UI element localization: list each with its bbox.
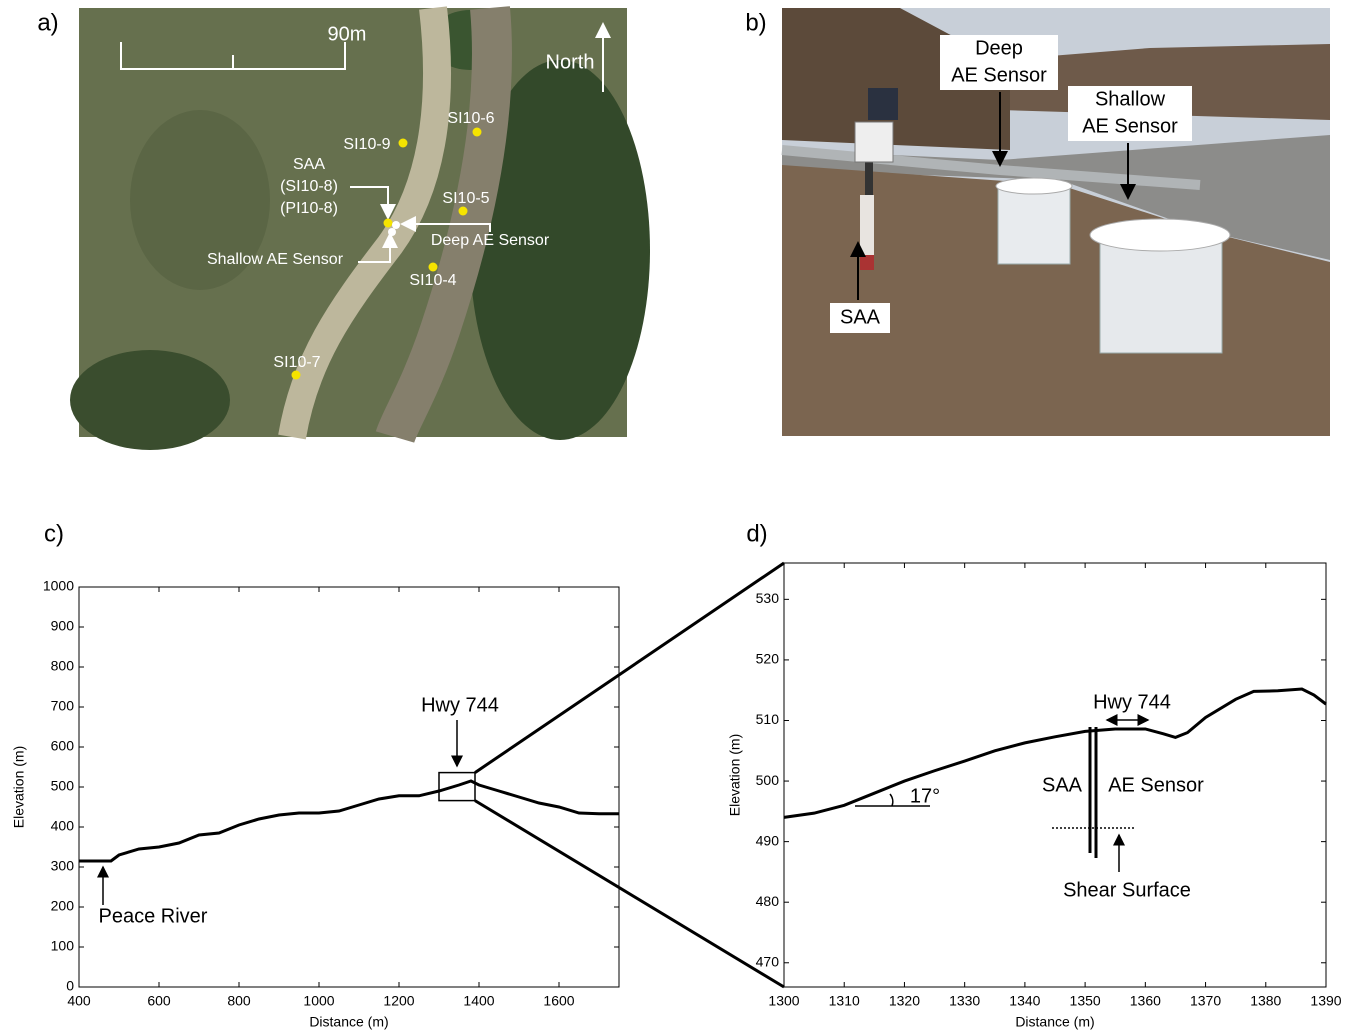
y-tick-label: 530 xyxy=(756,590,780,606)
deep-label: AE Sensor xyxy=(951,64,1047,86)
body: 90m North Shallow AE Sensor Deep AE Sens… xyxy=(0,0,1348,1036)
saa-box xyxy=(855,122,893,162)
map-point xyxy=(429,263,438,272)
panel-label: c) xyxy=(44,520,64,547)
page: {"panel_labels": ["a)", "b)", "c)", "d)"… xyxy=(0,0,1348,1036)
saa-pipe-band xyxy=(860,255,874,270)
y-tick-label: 500 xyxy=(756,772,780,788)
x-tick-label: 1350 xyxy=(1070,993,1101,1009)
y-tick-label: 520 xyxy=(756,651,780,667)
x-axis-title: Distance (m) xyxy=(309,1014,388,1030)
y-tick-label: 800 xyxy=(51,658,75,674)
scale-label: 90m xyxy=(328,23,367,45)
deep-sensor-lid xyxy=(996,178,1072,194)
x-tick-label: 800 xyxy=(227,993,251,1009)
y-tick-label: 600 xyxy=(51,738,75,754)
vegetation xyxy=(70,350,230,450)
annotation: Shear Surface xyxy=(1063,879,1191,901)
y-tick-label: 1000 xyxy=(43,578,74,594)
x-axis-title: Distance (m) xyxy=(1015,1014,1094,1030)
y-tick-label: 200 xyxy=(51,898,75,914)
x-tick-label: 1370 xyxy=(1190,993,1221,1009)
map-point xyxy=(399,139,408,148)
map-point xyxy=(459,207,468,216)
map-point-label: SI10-6 xyxy=(447,110,494,127)
y-tick-label: 470 xyxy=(756,953,780,969)
x-tick-label: 1200 xyxy=(383,993,414,1009)
data-line xyxy=(784,689,1326,817)
shallow-sensor xyxy=(1100,235,1222,353)
x-tick-label: 1600 xyxy=(543,993,574,1009)
y-tick-label: 100 xyxy=(51,938,75,954)
shallow-sensor-lid xyxy=(1090,219,1230,251)
panel-label: b) xyxy=(745,9,766,36)
y-tick-label: 480 xyxy=(756,893,780,909)
deep-label: Deep AE Sensor xyxy=(431,232,550,249)
shallow-label: AE Sensor xyxy=(1082,115,1178,137)
solar-panel xyxy=(868,88,898,120)
y-tick-label: 900 xyxy=(51,618,75,634)
annotation: AE Sensor xyxy=(1108,774,1204,796)
data-line xyxy=(79,781,619,861)
map-point-label: SI10-5 xyxy=(442,190,489,207)
x-tick-label: 600 xyxy=(147,993,171,1009)
y-axis-title: Elevation (m) xyxy=(727,734,743,816)
y-tick-label: 400 xyxy=(51,818,75,834)
y-tick-label: 0 xyxy=(66,978,74,994)
panel-label: a) xyxy=(37,9,58,36)
shallow-point xyxy=(388,228,396,236)
saa-point xyxy=(384,219,393,228)
shallow-label: Shallow AE Sensor xyxy=(207,251,344,268)
annotation: SAA xyxy=(1042,774,1083,796)
annotation: Hwy 744 xyxy=(1093,691,1171,713)
deep-sensor xyxy=(998,186,1070,264)
x-tick-label: 1330 xyxy=(949,993,980,1009)
x-tick-label: 1300 xyxy=(768,993,799,1009)
y-tick-label: 490 xyxy=(756,832,780,848)
map-point xyxy=(292,371,301,380)
figure: 90m North Shallow AE Sensor Deep AE Sens… xyxy=(0,0,1348,1036)
deep-label: Deep xyxy=(975,37,1023,59)
site-photo: SAA xyxy=(782,8,1330,436)
angle-arc xyxy=(890,794,893,806)
x-tick-label: 1400 xyxy=(463,993,494,1009)
map-point-label: SI10-4 xyxy=(409,272,456,289)
x-tick-label: 400 xyxy=(67,993,91,1009)
map-point-label: SI10-7 xyxy=(273,354,320,371)
annotation: Hwy 744 xyxy=(421,694,499,716)
x-tick-label: 1340 xyxy=(1009,993,1040,1009)
map-point xyxy=(473,128,482,137)
aerial-map: 90m North Shallow AE Sensor Deep AE Sens… xyxy=(70,8,650,450)
x-tick-label: 1380 xyxy=(1250,993,1281,1009)
y-tick-label: 300 xyxy=(51,858,75,874)
x-tick-label: 1310 xyxy=(829,993,860,1009)
saa-label: (PI10-8) xyxy=(280,200,338,217)
saa-label: (SI10-8) xyxy=(280,178,338,195)
saa-label: SAA xyxy=(293,156,325,173)
shallow-label: Shallow xyxy=(1095,88,1166,110)
panel-label: d) xyxy=(746,520,767,547)
x-tick-label: 1000 xyxy=(303,993,334,1009)
y-axis-title: Elevation (m) xyxy=(11,746,27,828)
saa-label: SAA xyxy=(840,306,881,328)
x-tick-label: 1390 xyxy=(1310,993,1341,1009)
x-tick-label: 1320 xyxy=(889,993,920,1009)
y-tick-label: 510 xyxy=(756,711,780,727)
annotation: Peace River xyxy=(99,905,208,927)
zoom-line xyxy=(475,801,784,987)
deep-point xyxy=(392,221,400,229)
y-tick-label: 500 xyxy=(51,778,75,794)
y-tick-label: 700 xyxy=(51,698,75,714)
annotation: 17° xyxy=(910,785,940,807)
x-tick-label: 1360 xyxy=(1130,993,1161,1009)
map-point-label: SI10-9 xyxy=(343,136,390,153)
north-label: North xyxy=(546,51,595,73)
